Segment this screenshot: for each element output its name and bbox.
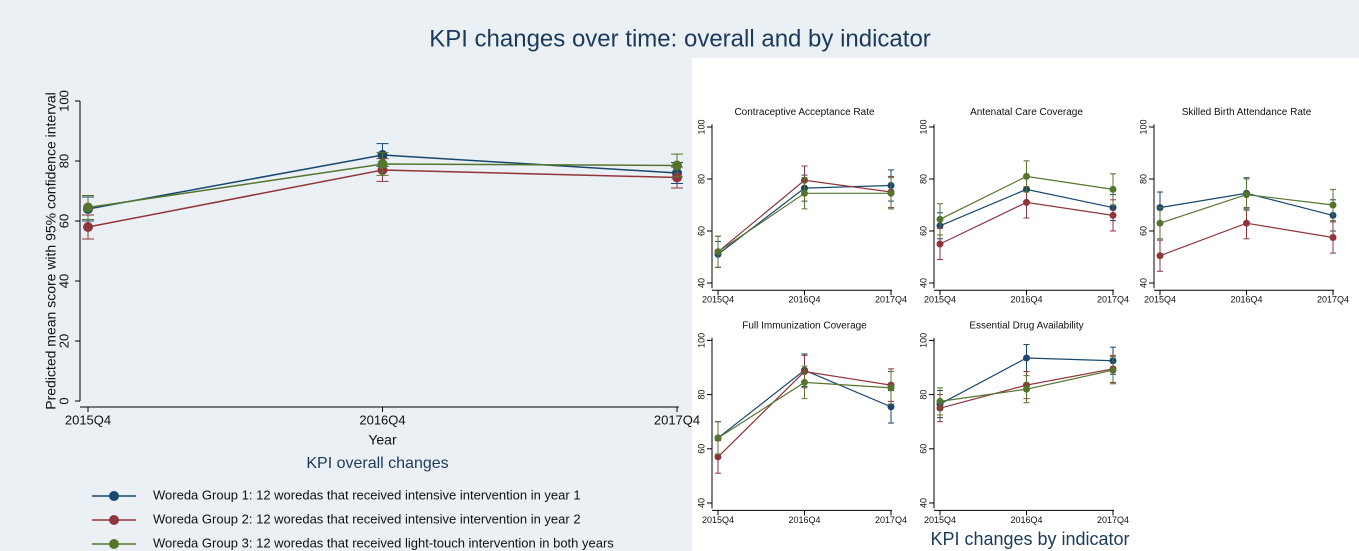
legend-marker (109, 515, 119, 525)
marker (887, 189, 895, 197)
chart-title: Essential Drug Availability (969, 320, 1083, 331)
marker (1109, 211, 1117, 219)
page-title: KPI changes over time: overall and by in… (429, 25, 931, 52)
x-tick-label: 2017Q4 (875, 515, 907, 525)
marker (1023, 385, 1030, 393)
indicator-panel (692, 58, 1359, 551)
y-tick-label: 80 (918, 174, 928, 184)
x-axis-label: Year (368, 432, 397, 448)
x-tick-label: 2016Q4 (1010, 515, 1042, 525)
y-tick-label: 60 (1138, 226, 1148, 236)
chart-title: Skilled Birth Attendance Rate (1182, 107, 1312, 118)
y-tick-label: 40 (1138, 278, 1148, 288)
x-tick-label: 2017Q4 (875, 295, 907, 305)
x-tick-label: 2015Q4 (924, 295, 956, 305)
x-tick-label: 2015Q4 (702, 515, 734, 525)
y-tick-label: 60 (918, 444, 928, 454)
marker (1329, 201, 1337, 209)
x-tick-label: 2017Q4 (654, 412, 700, 427)
x-tick-label: 2016Q4 (1230, 295, 1262, 305)
marker (83, 202, 93, 213)
y-tick-label: 100 (918, 119, 928, 134)
y-tick-label: 80 (918, 390, 928, 400)
x-tick-label: 2016Q4 (788, 515, 820, 525)
y-tick-label: 60 (918, 226, 928, 236)
marker (1023, 172, 1030, 180)
marker (714, 453, 722, 461)
marker (83, 222, 93, 232)
marker (801, 189, 808, 197)
marker (714, 248, 722, 256)
y-tick-label: 80 (696, 174, 706, 184)
marker (1156, 219, 1164, 227)
x-tick-label: 2017Q4 (1097, 295, 1129, 305)
legend-label: Woreda Group 1: 12 woredas that received… (153, 487, 581, 502)
y-tick-label: 40 (696, 278, 706, 288)
y-tick-label: 60 (696, 226, 706, 236)
marker (1329, 234, 1337, 241)
legend-marker (109, 491, 119, 501)
y-tick-label: 40 (918, 498, 928, 508)
marker (672, 160, 682, 171)
y-tick-label: 100 (56, 90, 71, 112)
y-tick-label: 40 (918, 278, 928, 288)
marker (1243, 191, 1250, 199)
marker (936, 215, 944, 223)
y-tick-label: 80 (56, 154, 71, 168)
marker (672, 172, 682, 183)
x-tick-label: 2015Q4 (1144, 295, 1176, 305)
legend-label: Woreda Group 3: 12 woredas that received… (153, 535, 614, 550)
y-tick-label: 100 (918, 333, 928, 348)
y-tick-label: 80 (696, 390, 706, 400)
x-tick-label: 2015Q4 (924, 515, 956, 525)
marker (1109, 366, 1117, 374)
x-tick-label: 2016Q4 (1010, 295, 1042, 305)
chart-title: KPI overall changes (306, 455, 448, 472)
x-tick-label: 2017Q4 (1097, 515, 1129, 525)
marker (801, 378, 808, 386)
y-tick-label: 100 (1138, 119, 1148, 134)
marker (1156, 252, 1164, 260)
y-tick-label: 100 (696, 333, 706, 348)
marker (936, 397, 944, 405)
marker (936, 240, 944, 248)
chart-title: Antenatal Care Coverage (970, 107, 1083, 118)
marker (714, 434, 722, 442)
marker (377, 159, 388, 169)
y-tick-label: 60 (56, 214, 71, 228)
x-tick-label: 2016Q4 (788, 295, 820, 305)
y-tick-label: 60 (696, 444, 706, 454)
marker (887, 384, 895, 392)
x-tick-label: 2016Q4 (359, 412, 405, 427)
marker (1023, 198, 1030, 206)
y-tick-label: 40 (696, 498, 706, 508)
marker (1243, 219, 1250, 227)
x-tick-label: 2015Q4 (65, 412, 111, 427)
legend-marker (109, 539, 119, 549)
marker (1023, 354, 1030, 362)
legend-label: Woreda Group 2: 12 woredas that received… (153, 511, 581, 526)
x-tick-label: 2017Q4 (1317, 295, 1349, 305)
panel-title: KPI changes by indicator (930, 529, 1129, 549)
y-tick-label: 0 (56, 397, 71, 404)
x-tick-label: 2015Q4 (702, 295, 734, 305)
y-tick-label: 20 (56, 334, 71, 348)
marker (887, 403, 895, 411)
marker (1109, 185, 1117, 193)
y-axis-label: Predicted mean score with 95% confidence… (43, 92, 59, 410)
chart-title: Contraceptive Acceptance Rate (734, 107, 875, 118)
chart-title: Full Immunization Coverage (742, 320, 867, 331)
y-tick-label: 80 (1138, 174, 1148, 184)
y-tick-label: 100 (696, 119, 706, 134)
y-tick-label: 40 (56, 274, 71, 288)
